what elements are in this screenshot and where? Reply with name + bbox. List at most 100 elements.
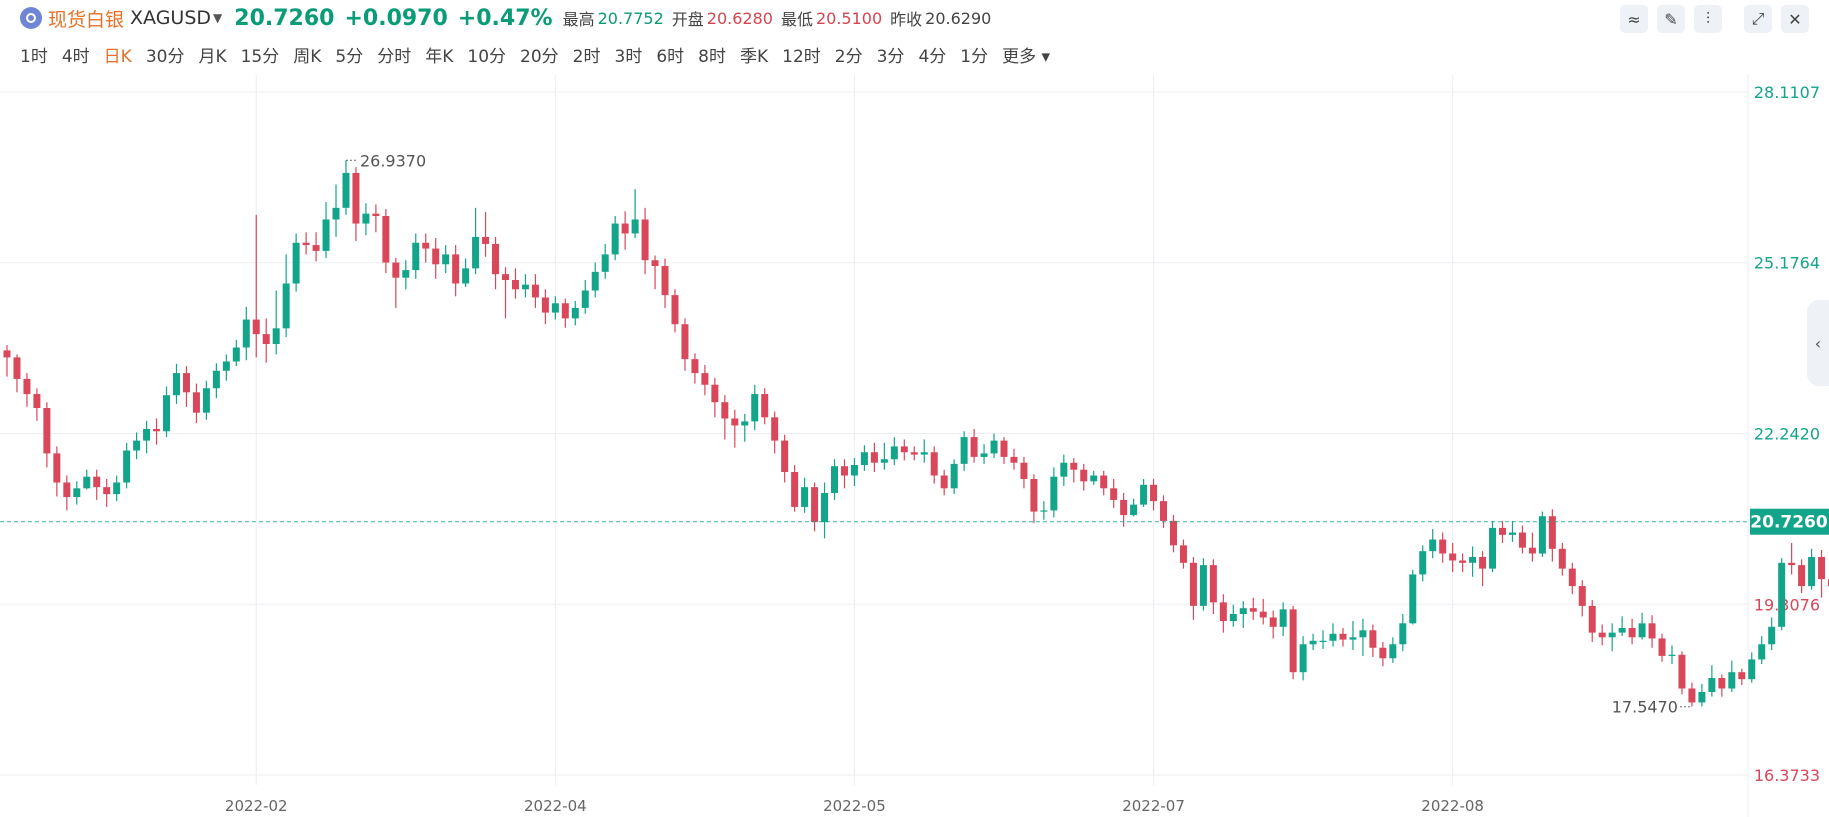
timeframe-5[interactable]: 15分 — [240, 46, 280, 67]
candle-body-55 — [551, 303, 559, 313]
candle-body-39 — [392, 262, 400, 278]
candle-body-21 — [212, 370, 220, 389]
x-tick-label-3: 2022-07 — [1122, 797, 1185, 815]
candle-body-1 — [13, 357, 21, 379]
candle-body-43 — [432, 248, 440, 265]
timeframe-17[interactable]: 12时 — [782, 46, 821, 67]
candle-body-17 — [172, 373, 180, 396]
candle-body-131 — [1309, 640, 1317, 645]
candle-body-163 — [1628, 627, 1636, 638]
candle-body-94 — [940, 475, 948, 489]
y-tick-label-4: 16.3733 — [1754, 766, 1820, 785]
candle-body-18 — [182, 373, 190, 393]
candle-body-28 — [282, 283, 290, 329]
close-icon[interactable]: ✕ — [1781, 5, 1809, 33]
candle-body-154 — [1538, 516, 1546, 554]
candle-body-88 — [880, 459, 888, 463]
candle-body-58 — [581, 290, 589, 308]
instrument-code[interactable]: XAGUSD — [130, 7, 212, 29]
candle-body-112 — [1120, 499, 1128, 516]
candle-body-85 — [850, 465, 858, 476]
candle-body-130 — [1299, 644, 1307, 673]
candle-body-38 — [382, 215, 390, 263]
candle-body-32 — [322, 219, 330, 251]
candle-body-100 — [1000, 440, 1008, 457]
collapse-panel-icon[interactable]: ‹ — [1807, 300, 1829, 386]
candle-body-46 — [462, 268, 470, 284]
timeframe-18[interactable]: 2分 — [834, 46, 863, 67]
candle-body-91 — [910, 452, 918, 455]
candle-body-83 — [831, 466, 839, 493]
timeframe-16[interactable]: 季K — [739, 46, 769, 67]
instrument-dropdown-icon[interactable]: ▼ — [213, 11, 223, 25]
timeframe-22[interactable]: 更多 ▾ — [1002, 46, 1051, 67]
candle-body-9 — [93, 476, 101, 488]
candle-body-172 — [1718, 678, 1726, 689]
candle-body-106 — [1060, 462, 1068, 477]
candle-body-60 — [601, 254, 609, 272]
candle-body-122 — [1219, 602, 1227, 621]
timeframe-2[interactable]: 日K — [103, 46, 132, 67]
candle-body-65 — [651, 260, 659, 267]
candle-body-79 — [791, 472, 799, 507]
timeframe-19[interactable]: 3分 — [876, 46, 905, 67]
timeframe-21[interactable]: 1分 — [960, 46, 989, 67]
candle-body-84 — [840, 466, 848, 476]
candle-body-11 — [113, 482, 121, 495]
candle-body-74 — [741, 421, 749, 426]
candle-body-113 — [1130, 504, 1138, 516]
candle-body-126 — [1259, 611, 1267, 618]
timeframe-20[interactable]: 4分 — [918, 46, 947, 67]
candle-body-49 — [492, 243, 500, 275]
fullscreen-icon[interactable]: ⤢ — [1744, 5, 1772, 33]
timeframe-1[interactable]: 4时 — [61, 46, 90, 67]
candle-body-140 — [1399, 623, 1407, 645]
candle-body-175 — [1748, 659, 1756, 680]
candle-body-71 — [711, 384, 719, 403]
timeframe-12[interactable]: 2时 — [572, 46, 601, 67]
timeframe-4[interactable]: 月K — [198, 46, 227, 67]
candle-body-133 — [1329, 633, 1337, 641]
candle-type-icon[interactable]: ⫶ — [1694, 5, 1722, 33]
timeframe-10[interactable]: 10分 — [467, 46, 507, 67]
indicator-icon[interactable]: ≈ — [1620, 5, 1648, 33]
candle-body-147 — [1469, 556, 1477, 563]
candle-body-169 — [1688, 688, 1696, 703]
candlestick-chart[interactable]: 2022-02 2022-04 2022-05 2022-07 2022-08 28.11… — [0, 75, 1829, 817]
candle-body-127 — [1269, 617, 1277, 627]
draw-icon[interactable]: ✎ — [1657, 5, 1685, 33]
timeframe-14[interactable]: 6时 — [656, 46, 685, 67]
prev-close-label: 昨收 — [890, 10, 923, 29]
candle-body-62 — [621, 223, 629, 234]
timeframe-0[interactable]: 1时 — [20, 46, 48, 67]
candle-body-120 — [1199, 565, 1207, 606]
candle-body-4 — [43, 408, 51, 454]
timeframe-13[interactable]: 3时 — [614, 46, 643, 67]
candle-body-82 — [821, 492, 829, 523]
candle-body-15 — [153, 428, 161, 432]
candle-body-47 — [472, 236, 480, 269]
candle-body-177 — [1768, 626, 1776, 645]
timeframe-8[interactable]: 分时 — [377, 46, 412, 67]
timeframe-15[interactable]: 8时 — [698, 46, 726, 67]
candle-body-34 — [342, 172, 350, 208]
candle-body-144 — [1439, 539, 1447, 554]
silver-logo-icon — [20, 7, 42, 29]
candle-body-107 — [1070, 462, 1078, 470]
candle-body-3 — [33, 394, 41, 409]
timeframe-7[interactable]: 5分 — [335, 46, 364, 67]
timeframe-9[interactable]: 年K — [425, 46, 454, 67]
candle-body-158 — [1578, 586, 1586, 606]
candle-body-137 — [1369, 630, 1377, 648]
timeframe-3[interactable]: 30分 — [145, 46, 185, 67]
candle-body-52 — [521, 284, 529, 290]
instrument-name[interactable]: 现货白银 — [48, 8, 125, 31]
high-value: 20.7752 — [597, 8, 664, 28]
timeframe-6[interactable]: 周K — [293, 46, 322, 67]
candle-body-166 — [1658, 638, 1666, 656]
candle-body-170 — [1698, 691, 1706, 703]
candle-body-103 — [1030, 479, 1038, 512]
timeframe-11[interactable]: 20分 — [520, 46, 559, 67]
candle-body-27 — [272, 328, 280, 345]
candle-body-136 — [1359, 630, 1367, 638]
